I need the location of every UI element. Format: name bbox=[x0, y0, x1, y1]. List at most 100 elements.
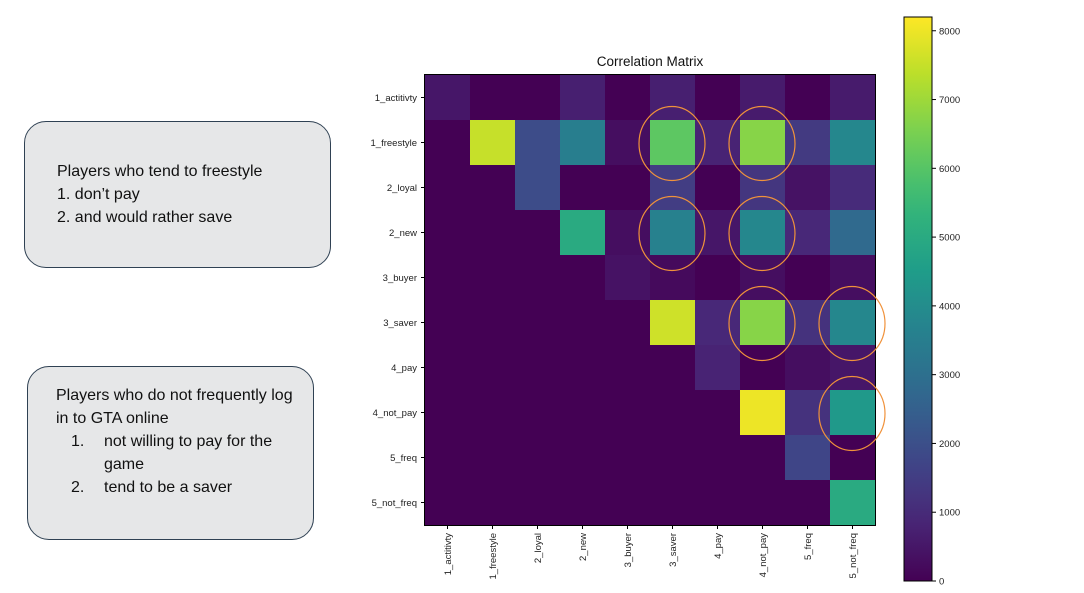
highlight-circle-1_freestyle-4_not_pay bbox=[728, 105, 796, 182]
heatmap-cell-4_pay-4_not_pay bbox=[740, 345, 786, 391]
highlight-circle-3_saver-4_not_pay bbox=[728, 285, 796, 362]
heatmap-cell-5_not_freq-3_buyer bbox=[605, 480, 651, 526]
freestyle-insight-item-1: 1. don’t pay bbox=[57, 186, 140, 203]
heatmap-cell-5_freq-3_buyer bbox=[605, 435, 651, 481]
heatmap-cell-3_saver-4_pay bbox=[695, 300, 741, 346]
column-labels: 1_actitivty 1_freestyle 2_loyal 2_new 3_buye… bbox=[443, 525, 859, 579]
heatmap-cell-1_actitivty-2_loyal bbox=[515, 75, 561, 121]
infrequent-login-heading: Players who do not frequently log in to … bbox=[56, 387, 293, 427]
heatmap-cell-5_not_freq-5_not_freq bbox=[830, 480, 876, 526]
infrequent-login-item-1: 1. not willing to pay for the game bbox=[71, 433, 273, 473]
row-label-5_not_freq: 5_not_freq bbox=[372, 498, 417, 509]
heatmap-cell-5_not_freq-2_loyal bbox=[515, 480, 561, 526]
heatmap-cell-1_actitivty-3_buyer bbox=[605, 75, 651, 121]
row-label-1_actitivty: 1_actitivty bbox=[375, 93, 417, 104]
heatmap-cell-1_freestyle-3_buyer bbox=[605, 120, 651, 166]
colorbar-tick-label-4000: 4000 bbox=[939, 301, 960, 312]
heatmap-cell-2_new-2_new bbox=[560, 210, 606, 256]
column-label-3_buyer: 3_buyer bbox=[623, 533, 634, 567]
heatmap-cell-2_new-2_loyal bbox=[515, 210, 561, 256]
heatmap-cell-2_loyal-4_not_pay bbox=[740, 165, 786, 211]
heatmap-cell-3_buyer-4_not_pay bbox=[740, 255, 786, 301]
heatmap-cell-4_pay-3_saver bbox=[650, 345, 696, 391]
row-label-4_pay: 4_pay bbox=[391, 363, 417, 374]
highlight-circle-4_not_pay-5_not_freq bbox=[818, 375, 886, 452]
heatmap-cell-1_freestyle-4_not_pay bbox=[740, 120, 786, 166]
heatmap-cell-1_freestyle-2_loyal bbox=[515, 120, 561, 166]
heatmap-cell-2_loyal-2_loyal bbox=[515, 165, 561, 211]
heatmap-cell-5_freq-2_new bbox=[560, 435, 606, 481]
heatmap-cell-4_pay-3_buyer bbox=[605, 345, 651, 391]
column-label-2_loyal: 2_loyal bbox=[533, 533, 544, 563]
column-label-1_freestyle: 1_freestyle bbox=[488, 533, 499, 579]
heatmap-cell-4_not_pay-4_not_pay bbox=[740, 390, 786, 436]
heatmap-cell-1_freestyle-1_freestyle bbox=[470, 120, 516, 166]
heatmap-cell-3_buyer-5_freq bbox=[785, 255, 831, 301]
heatmap-cell-4_pay-1_freestyle bbox=[470, 345, 516, 391]
heatmap-cell-2_loyal-1_actitivty bbox=[425, 165, 471, 211]
heatmap-cell-4_not_pay-5_freq bbox=[785, 390, 831, 436]
heatmap-cell-3_saver-1_actitivty bbox=[425, 300, 471, 346]
heatmap-cell-2_new-1_freestyle bbox=[470, 210, 516, 256]
heatmap-cell-5_not_freq-3_saver bbox=[650, 480, 696, 526]
heatmap-cell-3_saver-3_saver bbox=[650, 300, 696, 346]
highlight-circle-2_new-4_not_pay bbox=[728, 195, 796, 272]
heatmap-cell-1_actitivty-1_freestyle bbox=[470, 75, 516, 121]
heatmap-cell-2_loyal-3_buyer bbox=[605, 165, 651, 211]
heatmap-frame bbox=[424, 74, 876, 526]
heatmap-cell-1_actitivty-4_pay bbox=[695, 75, 741, 121]
row-label-2_new: 2_new bbox=[389, 228, 417, 239]
heatmap-cell-1_actitivty-1_actitivty bbox=[425, 75, 471, 121]
colorbar-tick-label-8000: 8000 bbox=[939, 26, 960, 37]
heatmap-cell-1_actitivty-4_not_pay bbox=[740, 75, 786, 121]
heatmap-cell-3_buyer-1_freestyle bbox=[470, 255, 516, 301]
column-label-5_freq: 5_freq bbox=[803, 533, 814, 560]
heatmap-cell-2_new-4_not_pay bbox=[740, 210, 786, 256]
column-label-5_not_freq: 5_not_freq bbox=[848, 533, 859, 578]
heatmap-cell-1_freestyle-2_new bbox=[560, 120, 606, 166]
freestyle-insight-callout: Players who tend to freestyle 1. don’t p… bbox=[24, 121, 331, 268]
heatmap-cell-5_not_freq-2_new bbox=[560, 480, 606, 526]
colorbar-tick-label-7000: 7000 bbox=[939, 95, 960, 106]
heatmap-cell-4_pay-4_pay bbox=[695, 345, 741, 391]
colorbar-tick-label-0: 0 bbox=[939, 577, 944, 588]
colorbar-ticks: 0 1000 2000 3000 4000 5000 6000 7000 8000 bbox=[932, 26, 960, 588]
heatmap-cell-5_freq-5_freq bbox=[785, 435, 831, 481]
heatmap-cell-4_not_pay-1_actitivty bbox=[425, 390, 471, 436]
heatmap-cell-3_buyer-1_actitivty bbox=[425, 255, 471, 301]
heatmap-cell-5_freq-2_loyal bbox=[515, 435, 561, 481]
heatmap-cell-2_new-3_buyer bbox=[605, 210, 651, 256]
column-label-3_saver: 3_saver bbox=[668, 533, 679, 567]
heatmap-cell-3_saver-1_freestyle bbox=[470, 300, 516, 346]
colorbar-tick-label-2000: 2000 bbox=[939, 439, 960, 450]
heatmap-cell-5_freq-5_not_freq bbox=[830, 435, 876, 481]
heatmap-cell-2_new-3_saver bbox=[650, 210, 696, 256]
heatmap-cell-4_pay-1_actitivty bbox=[425, 345, 471, 391]
freestyle-insight-item-2: 2. and would rather save bbox=[57, 209, 233, 226]
heatmap-cell-3_buyer-5_not_freq bbox=[830, 255, 876, 301]
row-labels: 1_actitivty 1_freestyle 2_loyal 2_new 3_buye… bbox=[371, 93, 425, 509]
heatmap-cell-1_freestyle-5_not_freq bbox=[830, 120, 876, 166]
column-label-4_pay: 4_pay bbox=[713, 533, 724, 559]
colorbar-tick-label-3000: 3000 bbox=[939, 370, 960, 381]
heatmap-cell-5_freq-4_not_pay bbox=[740, 435, 786, 481]
heatmap-cell-3_buyer-3_saver bbox=[650, 255, 696, 301]
heatmap-cell-2_loyal-2_new bbox=[560, 165, 606, 211]
heatmap-cell-3_buyer-4_pay bbox=[695, 255, 741, 301]
heatmap-cell-3_saver-3_buyer bbox=[605, 300, 651, 346]
heatmap-cell-2_loyal-5_not_freq bbox=[830, 165, 876, 211]
row-label-2_loyal: 2_loyal bbox=[387, 183, 417, 194]
heatmap-cell-4_not_pay-4_pay bbox=[695, 390, 741, 436]
row-label-5_freq: 5_freq bbox=[390, 453, 417, 464]
infrequent-login-insight-callout: Players who do not frequently log in to … bbox=[27, 366, 314, 540]
heatmap-cell-5_freq-1_actitivty bbox=[425, 435, 471, 481]
heatmap-cell-4_not_pay-3_saver bbox=[650, 390, 696, 436]
colorbar bbox=[903, 16, 933, 582]
heatmap-cell-4_not_pay-2_new bbox=[560, 390, 606, 436]
freestyle-insight-heading: Players who tend to freestyle bbox=[57, 163, 263, 180]
heatmap-cell-4_not_pay-2_loyal bbox=[515, 390, 561, 436]
heatmap-cell-1_actitivty-3_saver bbox=[650, 75, 696, 121]
heatmap-cell-4_not_pay-1_freestyle bbox=[470, 390, 516, 436]
heatmap-cell-3_saver-2_new bbox=[560, 300, 606, 346]
